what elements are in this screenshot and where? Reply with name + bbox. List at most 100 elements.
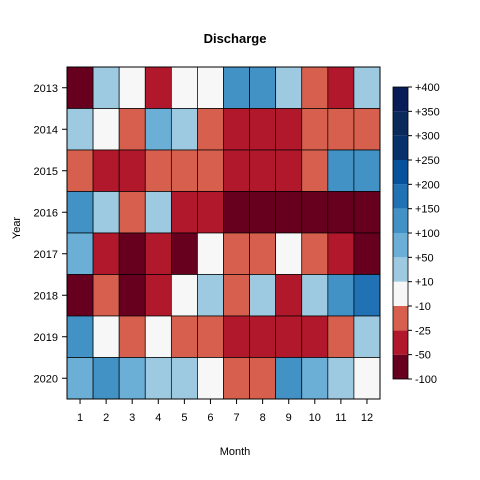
heatmap-cell-2018-10 [302,275,328,317]
heatmap-cell-2020-6 [197,358,223,400]
heatmap-cell-2014-11 [328,109,354,151]
heatmap-cell-2017-7 [224,233,250,275]
heatmap-cell-2020-3 [119,358,145,400]
heatmap-cell-2014-12 [354,109,380,151]
heatmap-cell-2018-8 [250,275,276,317]
x-tick-label: 1 [77,412,83,424]
heatmap-cell-2019-3 [119,316,145,358]
heatmap-cell-2019-10 [302,316,328,358]
legend-swatch [393,87,408,111]
heatmap-cell-2017-3 [119,233,145,275]
heatmap-cell-2017-1 [67,233,93,275]
heatmap-cell-2019-9 [276,316,302,358]
heatmap-cell-2015-12 [354,150,380,192]
heatmap-cell-2013-6 [197,67,223,109]
heatmap-cell-2014-4 [145,109,171,151]
legend-swatch [393,136,408,160]
heatmap-cell-2013-3 [119,67,145,109]
heatmap-cell-2017-5 [171,233,197,275]
y-tick-label: 2014 [34,124,58,136]
heatmap-cell-2015-5 [171,150,197,192]
y-tick-label: 2016 [34,207,58,219]
x-axis-ticks: 1 2 3 4 5 6 7 8 9 10 11 12 [77,399,373,424]
legend-swatch [393,282,408,306]
heatmap-cell-2020-9 [276,358,302,400]
heatmap-cell-2015-9 [276,150,302,192]
heatmap-cells [67,67,380,399]
heatmap-cell-2020-10 [302,358,328,400]
heatmap-cell-2016-10 [302,192,328,234]
legend-tick-label: -25 [415,325,431,337]
heatmap-cell-2020-4 [145,358,171,400]
heatmap-cell-2020-11 [328,358,354,400]
heatmap-cell-2014-5 [171,109,197,151]
heatmap-cell-2015-10 [302,150,328,192]
legend-swatch [393,330,408,354]
legend-tick-label: +300 [415,131,440,143]
heatmap-cell-2018-5 [171,275,197,317]
x-tick-label: 9 [286,412,292,424]
legend-swatch [393,257,408,281]
x-tick-label: 7 [233,412,239,424]
heatmap-cell-2017-12 [354,233,380,275]
heatmap-cell-2016-12 [354,192,380,234]
y-tick-label: 2019 [34,332,58,344]
heatmap-cell-2014-9 [276,109,302,151]
legend-swatch [393,306,408,330]
x-tick-label: 5 [181,412,187,424]
legend-tick-label: +50 [415,252,434,264]
heatmap-cell-2016-6 [197,192,223,234]
heatmap-cell-2019-12 [354,316,380,358]
heatmap-cell-2013-5 [171,67,197,109]
heatmap-cell-2017-11 [328,233,354,275]
heatmap-cell-2018-9 [276,275,302,317]
x-axis-label: Month [220,446,251,458]
heatmap-cell-2016-1 [67,192,93,234]
legend-tick-label: -100 [415,374,437,386]
y-tick-label: 2018 [34,290,58,302]
heatmap-cell-2014-2 [93,109,119,151]
legend-tick-label: +100 [415,228,440,240]
x-tick-label: 12 [361,412,373,424]
heatmap-cell-2016-3 [119,192,145,234]
x-tick-label: 11 [335,412,346,424]
heatmap-cell-2016-7 [224,192,250,234]
legend-tick-label: +200 [415,179,440,191]
heatmap-cell-2016-8 [250,192,276,234]
heatmap-cell-2015-7 [224,150,250,192]
heatmap-cell-2017-4 [145,233,171,275]
heatmap-cell-2018-6 [197,275,223,317]
chart-title: Discharge [204,31,267,46]
heatmap-cell-2013-4 [145,67,171,109]
heatmap-cell-2018-4 [145,275,171,317]
heatmap-cell-2014-6 [197,109,223,151]
heatmap-cell-2014-8 [250,109,276,151]
heatmap-cell-2016-5 [171,192,197,234]
heatmap-cell-2017-2 [93,233,119,275]
heatmap-cell-2019-8 [250,316,276,358]
y-tick-label: 2020 [34,373,58,385]
heatmap-cell-2020-7 [224,358,250,400]
heatmap-cell-2018-12 [354,275,380,317]
heatmap-cell-2015-6 [197,150,223,192]
x-tick-label: 4 [155,412,161,424]
x-tick-label: 6 [207,412,213,424]
heatmap-cell-2015-2 [93,150,119,192]
heatmap-cell-2019-1 [67,316,93,358]
heatmap-cell-2020-5 [171,358,197,400]
heatmap-cell-2017-6 [197,233,223,275]
heatmap-cell-2013-1 [67,67,93,109]
heatmap-cell-2019-5 [171,316,197,358]
heatmap-cell-2016-4 [145,192,171,234]
heatmap-cell-2019-4 [145,316,171,358]
heatmap-cell-2013-2 [93,67,119,109]
heatmap-cell-2015-8 [250,150,276,192]
heatmap-cell-2014-7 [224,109,250,151]
y-tick-label: 2015 [34,166,58,178]
heatmap-cell-2019-11 [328,316,354,358]
heatmap-cell-2013-11 [328,67,354,109]
heatmap-cell-2016-9 [276,192,302,234]
legend-swatch [393,111,408,135]
heatmap-cell-2015-4 [145,150,171,192]
